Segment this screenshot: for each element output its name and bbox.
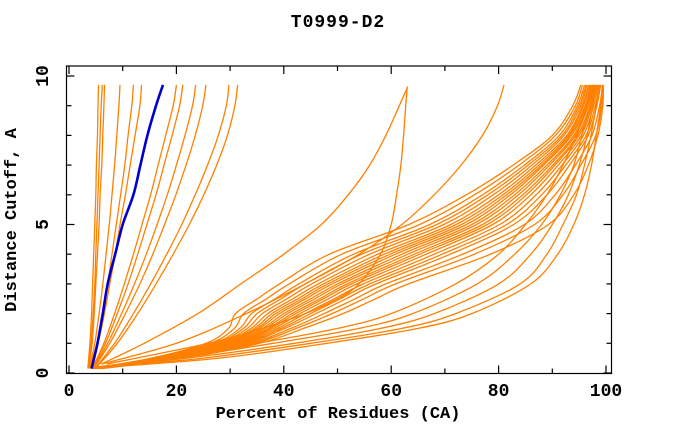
chart-title: T0999-D2 xyxy=(290,13,386,33)
tick-label: 0 xyxy=(64,382,75,402)
series-model-24 xyxy=(95,84,593,370)
series-model-26 xyxy=(96,84,595,370)
series-model-12 xyxy=(94,84,239,369)
series-model-10 xyxy=(93,84,207,369)
series-model-20 xyxy=(93,84,588,370)
series-model-16 xyxy=(90,84,582,370)
series-model-40 xyxy=(95,84,594,368)
series-model-08 xyxy=(92,84,184,369)
series-model-18 xyxy=(92,84,586,370)
series-model-25 xyxy=(95,84,594,370)
series-model-39 xyxy=(106,84,603,368)
series-model-02 xyxy=(87,84,103,369)
tick-label: 80 xyxy=(488,382,510,402)
series-model-29 xyxy=(97,84,598,370)
series-model-17 xyxy=(91,84,584,370)
series-model-11 xyxy=(94,84,230,369)
plot-frame xyxy=(65,65,613,375)
series-model-13 xyxy=(100,87,408,365)
series-model-09 xyxy=(92,84,197,369)
series-model-06 xyxy=(89,84,143,369)
tick-label: 5 xyxy=(34,219,54,230)
series-model-21 xyxy=(94,84,590,370)
series-model-36 xyxy=(101,84,596,368)
tick-label: 20 xyxy=(166,382,188,402)
tick-label: 10 xyxy=(34,65,54,87)
series-model-03 xyxy=(88,84,106,369)
series-model-07 xyxy=(91,84,178,369)
series-model-38 xyxy=(98,84,595,368)
series-model-23 xyxy=(95,84,592,370)
tick-label: 100 xyxy=(590,382,622,402)
series-model-22 xyxy=(94,84,591,370)
series-model-15 xyxy=(101,84,505,365)
series-model-01 xyxy=(87,84,100,369)
tick-label: 40 xyxy=(273,382,295,402)
tick-label: 0 xyxy=(34,368,54,379)
series-highlighted-model xyxy=(90,84,165,369)
series-model-37 xyxy=(101,84,600,368)
series-model-04 xyxy=(88,84,121,369)
tick-label: 60 xyxy=(380,382,402,402)
series-model-19 xyxy=(93,84,587,370)
series-model-31 xyxy=(98,84,601,370)
x-axis-label: Percent of Residues (CA) xyxy=(215,405,461,424)
